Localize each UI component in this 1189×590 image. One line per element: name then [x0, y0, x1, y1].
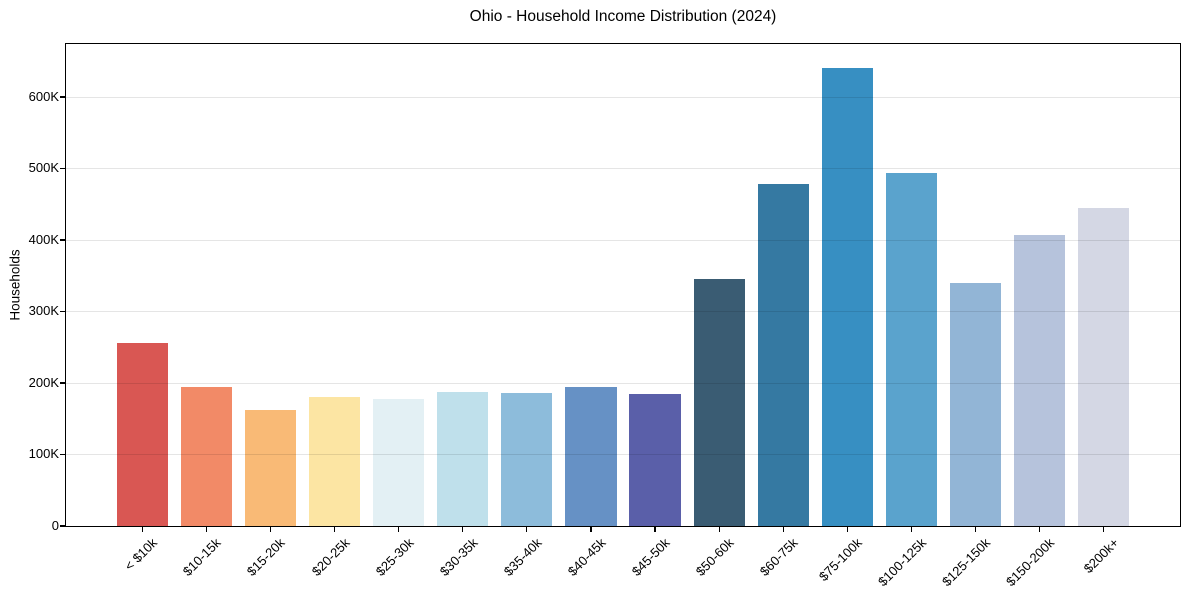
bar — [244, 410, 297, 526]
bar — [308, 397, 361, 526]
bar — [693, 279, 745, 526]
gridline — [66, 239, 1180, 241]
bar — [1078, 208, 1130, 526]
x-tick-mark — [590, 526, 592, 532]
y-tick-label: 300K — [28, 303, 59, 319]
x-tick-mark — [974, 526, 977, 532]
x-tick-label: $60-75k — [757, 535, 801, 579]
x-tick-label: $10-15k — [180, 535, 224, 579]
y-tick-mark — [60, 167, 66, 170]
x-tick-label: $20-25k — [308, 535, 353, 579]
x-tick-label: $35-40k — [500, 535, 545, 579]
bar — [1013, 234, 1066, 526]
gridline — [66, 382, 1180, 384]
y-tick-mark — [60, 382, 66, 384]
x-tick-mark — [526, 526, 528, 532]
x-tick-label: $40-45k — [564, 535, 609, 579]
x-tick-mark — [205, 526, 207, 532]
x-tick-mark — [654, 526, 656, 532]
y-tick-label: 0 — [51, 518, 59, 533]
x-tick-label: $30-35k — [436, 535, 481, 579]
x-tick-label: $25-30k — [372, 535, 417, 579]
bar — [373, 399, 425, 526]
bar — [501, 393, 553, 526]
x-tick-label: $50-60k — [692, 535, 737, 579]
x-tick-label: $150-200k — [1003, 535, 1058, 590]
x-tick-mark — [1039, 526, 1041, 532]
y-tick-label: 600K — [28, 88, 59, 104]
x-tick-mark — [910, 526, 913, 532]
gridline — [66, 168, 1180, 170]
bar — [885, 172, 938, 526]
bar — [116, 342, 168, 526]
y-tick-mark — [60, 239, 66, 241]
bar — [757, 184, 809, 526]
x-tick-mark — [846, 526, 848, 532]
bar — [949, 282, 1002, 526]
x-tick-mark — [398, 526, 400, 532]
y-tick-mark — [60, 310, 66, 313]
x-tick-label: $100-125k — [874, 535, 930, 590]
x-tick-label: $15-20k — [244, 535, 289, 579]
bar — [437, 391, 489, 526]
x-tick-mark — [1103, 526, 1105, 532]
x-tick-label: $75-100k — [815, 535, 865, 584]
x-tick-mark — [718, 526, 720, 532]
bar — [180, 387, 232, 526]
bar — [565, 386, 617, 526]
x-tick-mark — [782, 526, 784, 532]
y-tick-label: 100K — [28, 446, 59, 462]
x-tick-label: < $10k — [121, 535, 160, 574]
y-tick-mark — [60, 525, 66, 527]
x-tick-mark — [333, 526, 336, 532]
x-tick-mark — [269, 526, 272, 532]
y-tick-mark — [60, 453, 66, 456]
gridline — [66, 311, 1180, 313]
x-tick-mark — [462, 526, 464, 532]
bar — [629, 394, 681, 526]
bar — [821, 67, 873, 526]
y-tick-label: 200K — [28, 374, 59, 390]
chart-title: Ohio - Household Income Distribution (20… — [469, 8, 777, 25]
gridline — [66, 96, 1180, 98]
y-tick-mark — [60, 96, 66, 98]
y-tick-label: 400K — [28, 231, 59, 247]
y-tick-label: 500K — [28, 160, 59, 176]
gridline — [66, 454, 1180, 456]
x-tick-label: $125-150k — [939, 535, 994, 590]
x-tick-label: $45-50k — [628, 535, 673, 579]
x-tick-mark — [141, 526, 143, 532]
plot-area — [65, 43, 1181, 527]
x-tick-label: $200k+ — [1080, 535, 1122, 577]
